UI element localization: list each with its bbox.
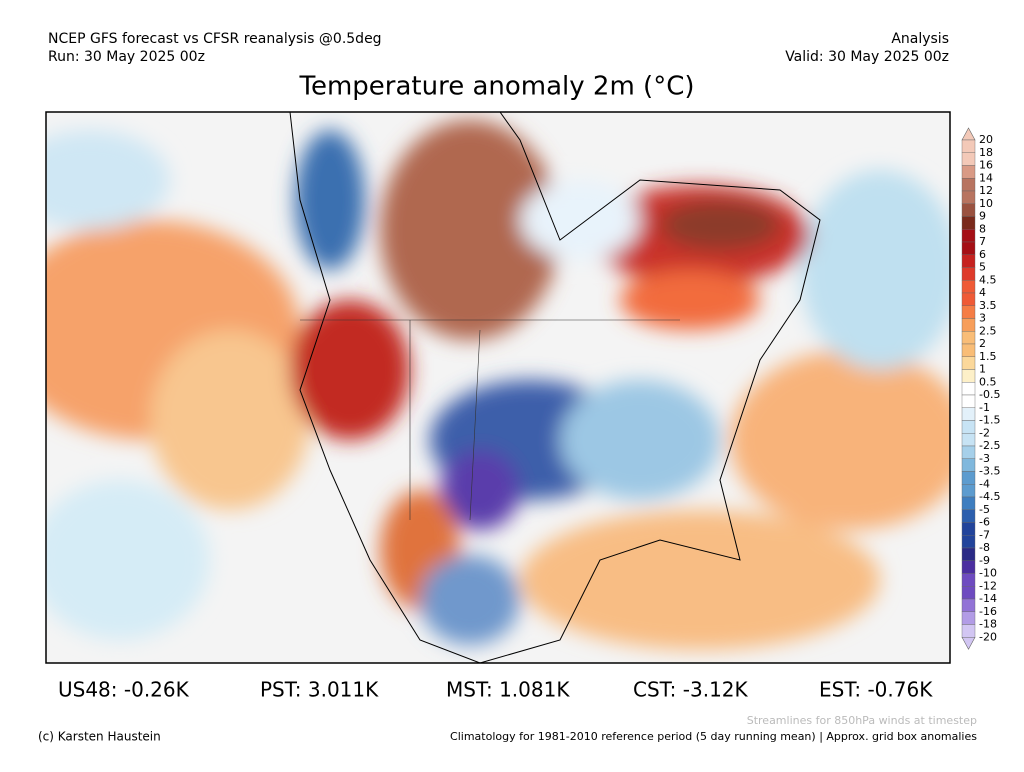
- colorbar-box: [961, 152, 976, 166]
- colorbar-label: -18: [979, 618, 997, 631]
- colorbar-box: [961, 624, 976, 638]
- colorbar-label: 4: [979, 286, 986, 299]
- colorbar-box: [961, 420, 976, 434]
- colorbar-box: [961, 369, 976, 383]
- colorbar-label: -1: [979, 401, 990, 414]
- colorbar-label: 4.5: [979, 273, 997, 286]
- colorbar-label: -14: [979, 592, 997, 605]
- streamline-note: Streamlines for 850hPa winds at timestep: [747, 714, 977, 727]
- colorbar-box: [961, 178, 976, 192]
- colorbar-label: 1: [979, 363, 986, 376]
- colorbar-box: [961, 484, 976, 498]
- header-right-1: Analysis: [891, 31, 949, 47]
- colorbar-label: 3.5: [979, 299, 997, 312]
- colorbar-box: [961, 509, 976, 523]
- colorbar-label: -9: [979, 554, 990, 567]
- colorbar-label: -5: [979, 503, 990, 516]
- colorbar-box: [961, 598, 976, 612]
- colorbar-label: -20: [979, 630, 997, 643]
- colorbar-box: [961, 343, 976, 357]
- colorbar-box: [961, 280, 976, 294]
- colorbar-box: [961, 331, 976, 345]
- colorbar-box: [961, 560, 976, 574]
- colorbar-box: [961, 547, 976, 561]
- colorbar-label: 9: [979, 210, 986, 223]
- colorbar-box: [961, 573, 976, 587]
- stat-us48: US48: -0.26K: [58, 678, 190, 702]
- colorbar-box: [961, 241, 976, 255]
- colorbar-label: -16: [979, 605, 997, 618]
- colorbar-label: -6: [979, 516, 990, 529]
- colorbar-box: [961, 229, 976, 243]
- stat-cst: CST: -3.12K: [633, 678, 749, 702]
- colorbar-box: [961, 292, 976, 306]
- colorbar-label: -2.5: [979, 439, 1000, 452]
- colorbar-label: 10: [979, 197, 993, 210]
- colorbar-label: -0.5: [979, 388, 1000, 401]
- colorbar-label: -10: [979, 567, 997, 580]
- colorbar-box: [961, 318, 976, 332]
- colorbar-box: [961, 356, 976, 370]
- colorbar-box: [961, 139, 976, 153]
- colorbar-box: [961, 216, 976, 230]
- map: [46, 112, 950, 663]
- colorbar-label: 16: [979, 159, 993, 172]
- colorbar-box: [961, 305, 976, 319]
- colorbar-box: [961, 433, 976, 447]
- colorbar-box: [961, 407, 976, 421]
- stat-est: EST: -0.76K: [819, 678, 933, 702]
- colorbar-label: -7: [979, 528, 990, 541]
- colorbar-box: [961, 586, 976, 600]
- colorbar-box: [961, 190, 976, 204]
- colorbar-cap: [961, 636, 976, 650]
- stat-mst: MST: 1.081K: [446, 678, 570, 702]
- colorbar-label: -3.5: [979, 465, 1000, 478]
- colorbar-box: [961, 445, 976, 459]
- colorbar-label: -3: [979, 452, 990, 465]
- colorbar-label: 14: [979, 171, 993, 184]
- map-frame: [45, 111, 951, 664]
- colorbar-box: [961, 496, 976, 510]
- colorbar-label: 2.5: [979, 324, 997, 337]
- colorbar-box: [961, 458, 976, 472]
- colorbar-label: -8: [979, 541, 990, 554]
- colorbar-box: [961, 394, 976, 408]
- colorbar-label: 6: [979, 248, 986, 261]
- colorbar-label: -4.5: [979, 490, 1000, 503]
- colorbar-label: 7: [979, 235, 986, 248]
- colorbar-label: 12: [979, 184, 993, 197]
- colorbar: 201816141210987654.543.532.521.510.5-0.5…: [961, 127, 1000, 650]
- colorbar-label: -12: [979, 579, 997, 592]
- colorbar-box: [961, 611, 976, 625]
- colorbar-box: [961, 165, 976, 179]
- stat-pst: PST: 3.011K: [260, 678, 379, 702]
- header-right-2: Valid: 30 May 2025 00z: [785, 49, 949, 65]
- colorbar-box: [961, 267, 976, 281]
- colorbar-label: 0.5: [979, 375, 997, 388]
- colorbar-label: -1.5: [979, 414, 1000, 427]
- colorbar-label: 1.5: [979, 350, 997, 363]
- colorbar-cap: [961, 127, 976, 141]
- colorbar-label: -2: [979, 426, 990, 439]
- colorbar-box: [961, 382, 976, 396]
- colorbar-label: -4: [979, 477, 990, 490]
- colorbar-box: [961, 522, 976, 536]
- colorbar-box: [961, 254, 976, 268]
- copyright: (c) Karsten Haustein: [38, 730, 161, 744]
- colorbar-label: 5: [979, 261, 986, 274]
- title: Temperature anomaly 2m (°C): [299, 72, 695, 102]
- climatology-note: Climatology for 1981-2010 reference peri…: [450, 730, 977, 743]
- header-left-2: Run: 30 May 2025 00z: [48, 49, 205, 65]
- colorbar-label: 20: [979, 133, 993, 146]
- colorbar-box: [961, 535, 976, 549]
- colorbar-label: 3: [979, 312, 986, 325]
- header-left-1: NCEP GFS forecast vs CFSR reanalysis @0.…: [48, 31, 382, 47]
- colorbar-label: 8: [979, 222, 986, 235]
- colorbar-label: 18: [979, 146, 993, 159]
- colorbar-label: 2: [979, 337, 986, 350]
- colorbar-box: [961, 203, 976, 217]
- colorbar-box: [961, 471, 976, 485]
